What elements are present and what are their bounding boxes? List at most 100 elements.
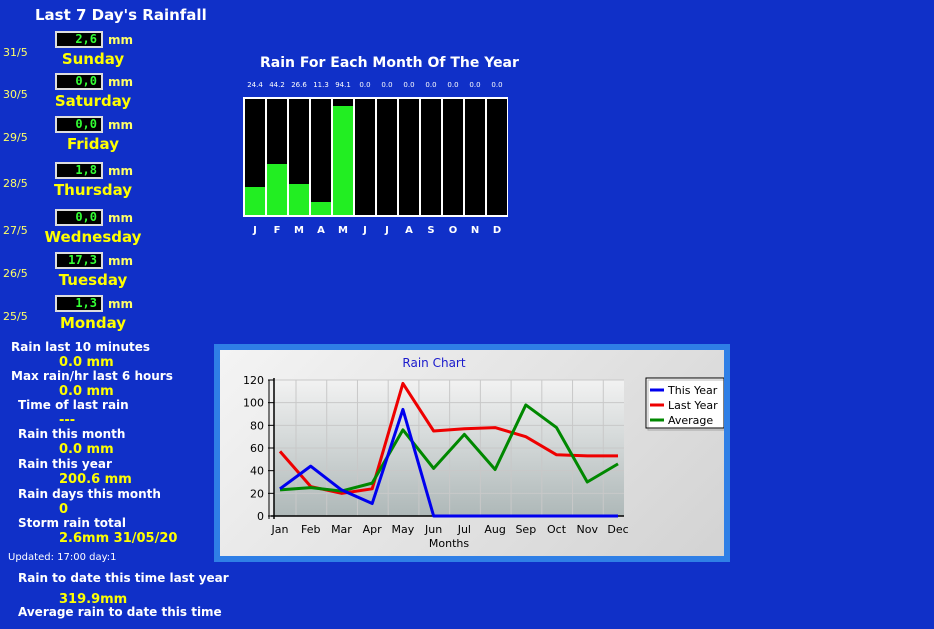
day-name: Friday — [66, 135, 119, 153]
x-tick-label: Jun — [424, 523, 442, 536]
series-line-average — [279, 403, 619, 493]
month-bar-column — [245, 99, 265, 215]
month-bar-column — [355, 99, 375, 215]
month-letter: F — [273, 225, 281, 236]
rain-chart-svg: Rain Chart 0 20 40 60 80 100 120 Jan Feb Mar Apr May… — [243, 356, 727, 550]
month-value-label: 24.4 — [247, 81, 263, 89]
x-tick-label: Feb — [301, 523, 320, 536]
day-unit: mm — [108, 75, 134, 89]
day-name: Saturday — [54, 92, 132, 110]
month-letter: M — [294, 225, 304, 236]
legend-label: Average — [668, 414, 713, 427]
day-unit: mm — [108, 211, 134, 225]
rain-days-value: 0 — [59, 502, 69, 517]
y-tick-label: 60 — [250, 442, 264, 455]
month-letter: M — [338, 225, 348, 236]
rain-10min-label: Rain last 10 minutes — [11, 340, 151, 354]
storm-total-value: 2.6mm 31/05/20 — [59, 531, 178, 546]
y-tick-label: 120 — [243, 374, 264, 387]
month-bar-column — [399, 99, 419, 215]
day-date: 25/5 — [3, 310, 28, 323]
last-year-label: Rain to date this time last year — [18, 571, 229, 585]
month-letter: J — [363, 225, 367, 236]
day-date: 28/5 — [3, 177, 28, 190]
day-name: Sunday — [61, 50, 125, 68]
day-date: 29/5 — [3, 131, 28, 144]
month-bar-column — [267, 99, 287, 215]
month-value-label: 0.0 — [469, 81, 481, 89]
x-tick-label: Jan — [271, 523, 289, 536]
rain-days-label: Rain days this month — [18, 487, 161, 501]
month-value-label: 0.0 — [359, 81, 371, 89]
year-rain-label: Rain this year — [18, 457, 112, 471]
month-bar — [311, 201, 331, 215]
month-value-label: 0.0 — [491, 81, 503, 89]
x-tick-label: Apr — [363, 523, 383, 536]
day-rainfall-value: 2,6 — [55, 31, 103, 48]
month-value-label: 0.0 — [381, 81, 393, 89]
x-tick-label: Sep — [515, 523, 536, 536]
month-letter: J — [253, 225, 257, 236]
day-rainfall-value: 1,3 — [55, 295, 103, 312]
last-year-value: 319.9mm — [59, 592, 128, 607]
month-rain-value: 0.0 mm — [59, 442, 114, 457]
storm-total-label: Storm rain total — [18, 516, 126, 530]
monthly-chart-title: Rain For Each Month Of The Year — [260, 55, 519, 71]
month-rain-label: Rain this month — [18, 427, 126, 441]
x-tick-label: Dec — [607, 523, 628, 536]
month-value-label: 44.2 — [269, 81, 285, 89]
day-name: Wednesday — [44, 228, 142, 246]
updated-timestamp: Updated: 17:00 day:1 — [8, 552, 117, 563]
month-bar — [245, 186, 265, 215]
series-line-last-year — [278, 381, 618, 495]
month-letter: D — [492, 225, 502, 236]
month-value-label: 94.1 — [335, 81, 351, 89]
day-name: Thursday — [53, 181, 133, 199]
month-bar — [267, 163, 287, 215]
day-rainfall-value: 17,3 — [55, 252, 103, 269]
month-bar-column — [377, 99, 397, 215]
day-unit: mm — [108, 254, 134, 268]
year-rain-value: 200.6 mm — [59, 472, 132, 487]
max-rate-label: Max rain/hr last 6 hours — [11, 369, 173, 383]
monthly-bars-frame — [243, 97, 508, 217]
month-value-label: 0.0 — [447, 81, 459, 89]
x-tick-label: Aug — [484, 523, 505, 536]
x-axis-title: Months — [429, 537, 469, 550]
last-rain-label: Time of last rain — [18, 398, 129, 412]
x-tick-label: Nov — [577, 523, 599, 536]
day-unit: mm — [108, 118, 134, 132]
month-bar-column — [421, 99, 441, 215]
day-unit: mm — [108, 33, 134, 47]
day-unit: mm — [108, 297, 134, 311]
x-tick-label: May — [392, 523, 415, 536]
y-tick-label: 20 — [250, 487, 264, 500]
month-letter: S — [427, 225, 435, 236]
day-date: 27/5 — [3, 224, 28, 237]
rain-chart-area: Rain Chart 0 20 40 60 80 100 120 Jan Feb Mar Apr May… — [220, 350, 727, 556]
y-tick-label: 100 — [243, 397, 264, 410]
last-rain-value: --- — [59, 413, 76, 428]
month-letter: O — [448, 225, 458, 236]
y-tick-label: 40 — [250, 465, 264, 478]
day-rainfall-value: 0,0 — [55, 73, 103, 90]
rain-chart-panel: Rain Chart 0 20 40 60 80 100 120 Jan Feb Mar Apr May… — [214, 344, 730, 562]
y-tick-label: 80 — [250, 419, 264, 432]
month-bar-column — [487, 99, 507, 215]
month-value-label: 11.3 — [313, 81, 329, 89]
x-tick-label: Oct — [547, 523, 567, 536]
day-rainfall-value: 0,0 — [55, 209, 103, 226]
legend-label: This Year — [667, 384, 718, 397]
month-value-label: 26.6 — [291, 81, 307, 89]
rain-10min-value: 0.0 mm — [59, 355, 114, 370]
day-name: Tuesday — [58, 271, 128, 289]
page-title: Last 7 Day's Rainfall — [35, 6, 207, 24]
legend-label: Last Year — [668, 399, 718, 412]
average-rain-label: Average rain to date this time — [18, 605, 222, 619]
month-bar-column — [311, 99, 331, 215]
y-tick-label: 0 — [257, 510, 264, 523]
day-date: 31/5 — [3, 46, 28, 59]
day-date: 26/5 — [3, 267, 28, 280]
month-letter: A — [317, 225, 325, 236]
month-bar-column — [443, 99, 463, 215]
